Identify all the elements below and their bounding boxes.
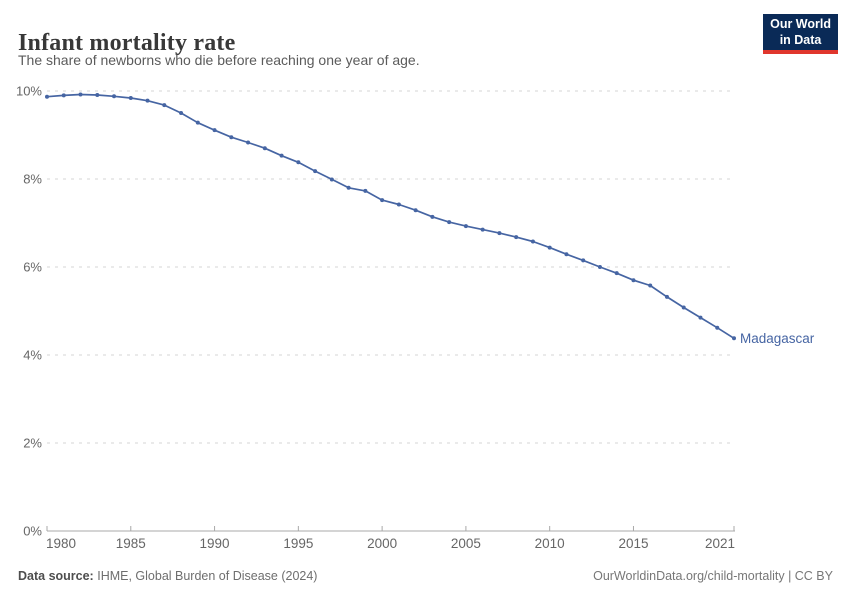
data-point[interactable] [212, 128, 217, 133]
y-axis-tick-label: 4% [23, 348, 42, 363]
x-axis-tick-label: 2015 [618, 536, 648, 551]
data-point[interactable] [246, 140, 251, 145]
data-point[interactable] [681, 305, 686, 310]
chart-footer: Data source: IHME, Global Burden of Dise… [18, 569, 833, 583]
data-point[interactable] [648, 283, 653, 288]
data-point[interactable] [45, 94, 49, 99]
x-axis-tick-label: 2010 [535, 536, 565, 551]
x-axis-tick-label: 1985 [116, 536, 146, 551]
series-label-madagascar[interactable]: Madagascar [740, 331, 815, 346]
data-point[interactable] [179, 111, 184, 115]
data-source-text: IHME, Global Burden of Disease (2024) [97, 569, 318, 583]
x-axis-tick-label: 2005 [451, 536, 481, 551]
data-point[interactable] [396, 202, 401, 207]
x-axis-tick-label: 1995 [283, 536, 313, 551]
data-source-label: Data source: [18, 569, 94, 583]
page-title: Infant mortality rate [18, 30, 236, 57]
data-point[interactable] [480, 227, 485, 232]
owid-logo-line2: in Data [779, 32, 822, 47]
x-axis-tick-label: 2000 [367, 536, 397, 551]
data-point[interactable] [447, 220, 452, 225]
data-point[interactable] [346, 185, 351, 190]
data-point[interactable] [715, 325, 720, 330]
data-point[interactable] [61, 93, 66, 98]
data-point[interactable] [463, 224, 468, 229]
data-point[interactable] [430, 214, 435, 219]
data-point[interactable] [329, 177, 334, 182]
data-point[interactable] [581, 258, 586, 263]
data-point[interactable] [631, 278, 636, 283]
attribution-link[interactable]: OurWorldinData.org/child-mortality | CC … [593, 569, 833, 583]
data-point[interactable] [262, 146, 267, 151]
data-point[interactable] [497, 231, 502, 236]
y-axis-tick-label: 8% [23, 172, 42, 187]
data-point[interactable] [380, 198, 385, 203]
data-point[interactable] [128, 96, 133, 101]
data-point[interactable] [698, 315, 703, 320]
data-point[interactable] [313, 169, 318, 174]
y-axis-tick-label: 0% [23, 524, 42, 539]
data-point[interactable] [145, 98, 150, 103]
data-point[interactable] [112, 94, 117, 99]
data-point[interactable] [664, 294, 669, 299]
data-point[interactable] [279, 153, 284, 158]
y-axis-tick-label: 6% [23, 260, 42, 275]
chart-subtitle: The share of newborns who die before rea… [18, 52, 420, 68]
data-point[interactable] [597, 265, 602, 269]
data-point[interactable] [614, 271, 619, 276]
line-chart[interactable]: 0% 2% 4% 6% 8% 10% 1980 1985 1990 1995 2000 2005 201… [0, 78, 850, 560]
data-point[interactable] [732, 336, 736, 341]
data-point[interactable] [514, 235, 519, 240]
data-point[interactable] [229, 135, 234, 140]
x-axis-tick-label: 1980 [46, 536, 76, 551]
data-point[interactable] [296, 160, 301, 165]
x-axis-tick-label: 2021 [705, 536, 735, 551]
data-source-note: Data source: IHME, Global Burden of Dise… [18, 569, 317, 583]
owid-logo-line1: Our World [770, 17, 831, 31]
data-point[interactable] [413, 208, 418, 213]
y-axis-tick-label: 10% [16, 84, 42, 99]
data-point[interactable] [78, 92, 83, 97]
data-point[interactable] [195, 120, 200, 125]
data-point[interactable] [547, 245, 552, 250]
data-point[interactable] [530, 239, 535, 244]
owid-logo[interactable]: Our World in Data [763, 14, 838, 55]
data-point[interactable] [95, 92, 100, 97]
data-point[interactable] [564, 252, 569, 257]
data-point[interactable] [363, 188, 368, 193]
x-axis-tick-label: 1990 [200, 536, 230, 551]
y-axis-tick-label: 2% [23, 436, 42, 451]
data-line[interactable] [46, 93, 735, 340]
data-point[interactable] [162, 103, 167, 108]
